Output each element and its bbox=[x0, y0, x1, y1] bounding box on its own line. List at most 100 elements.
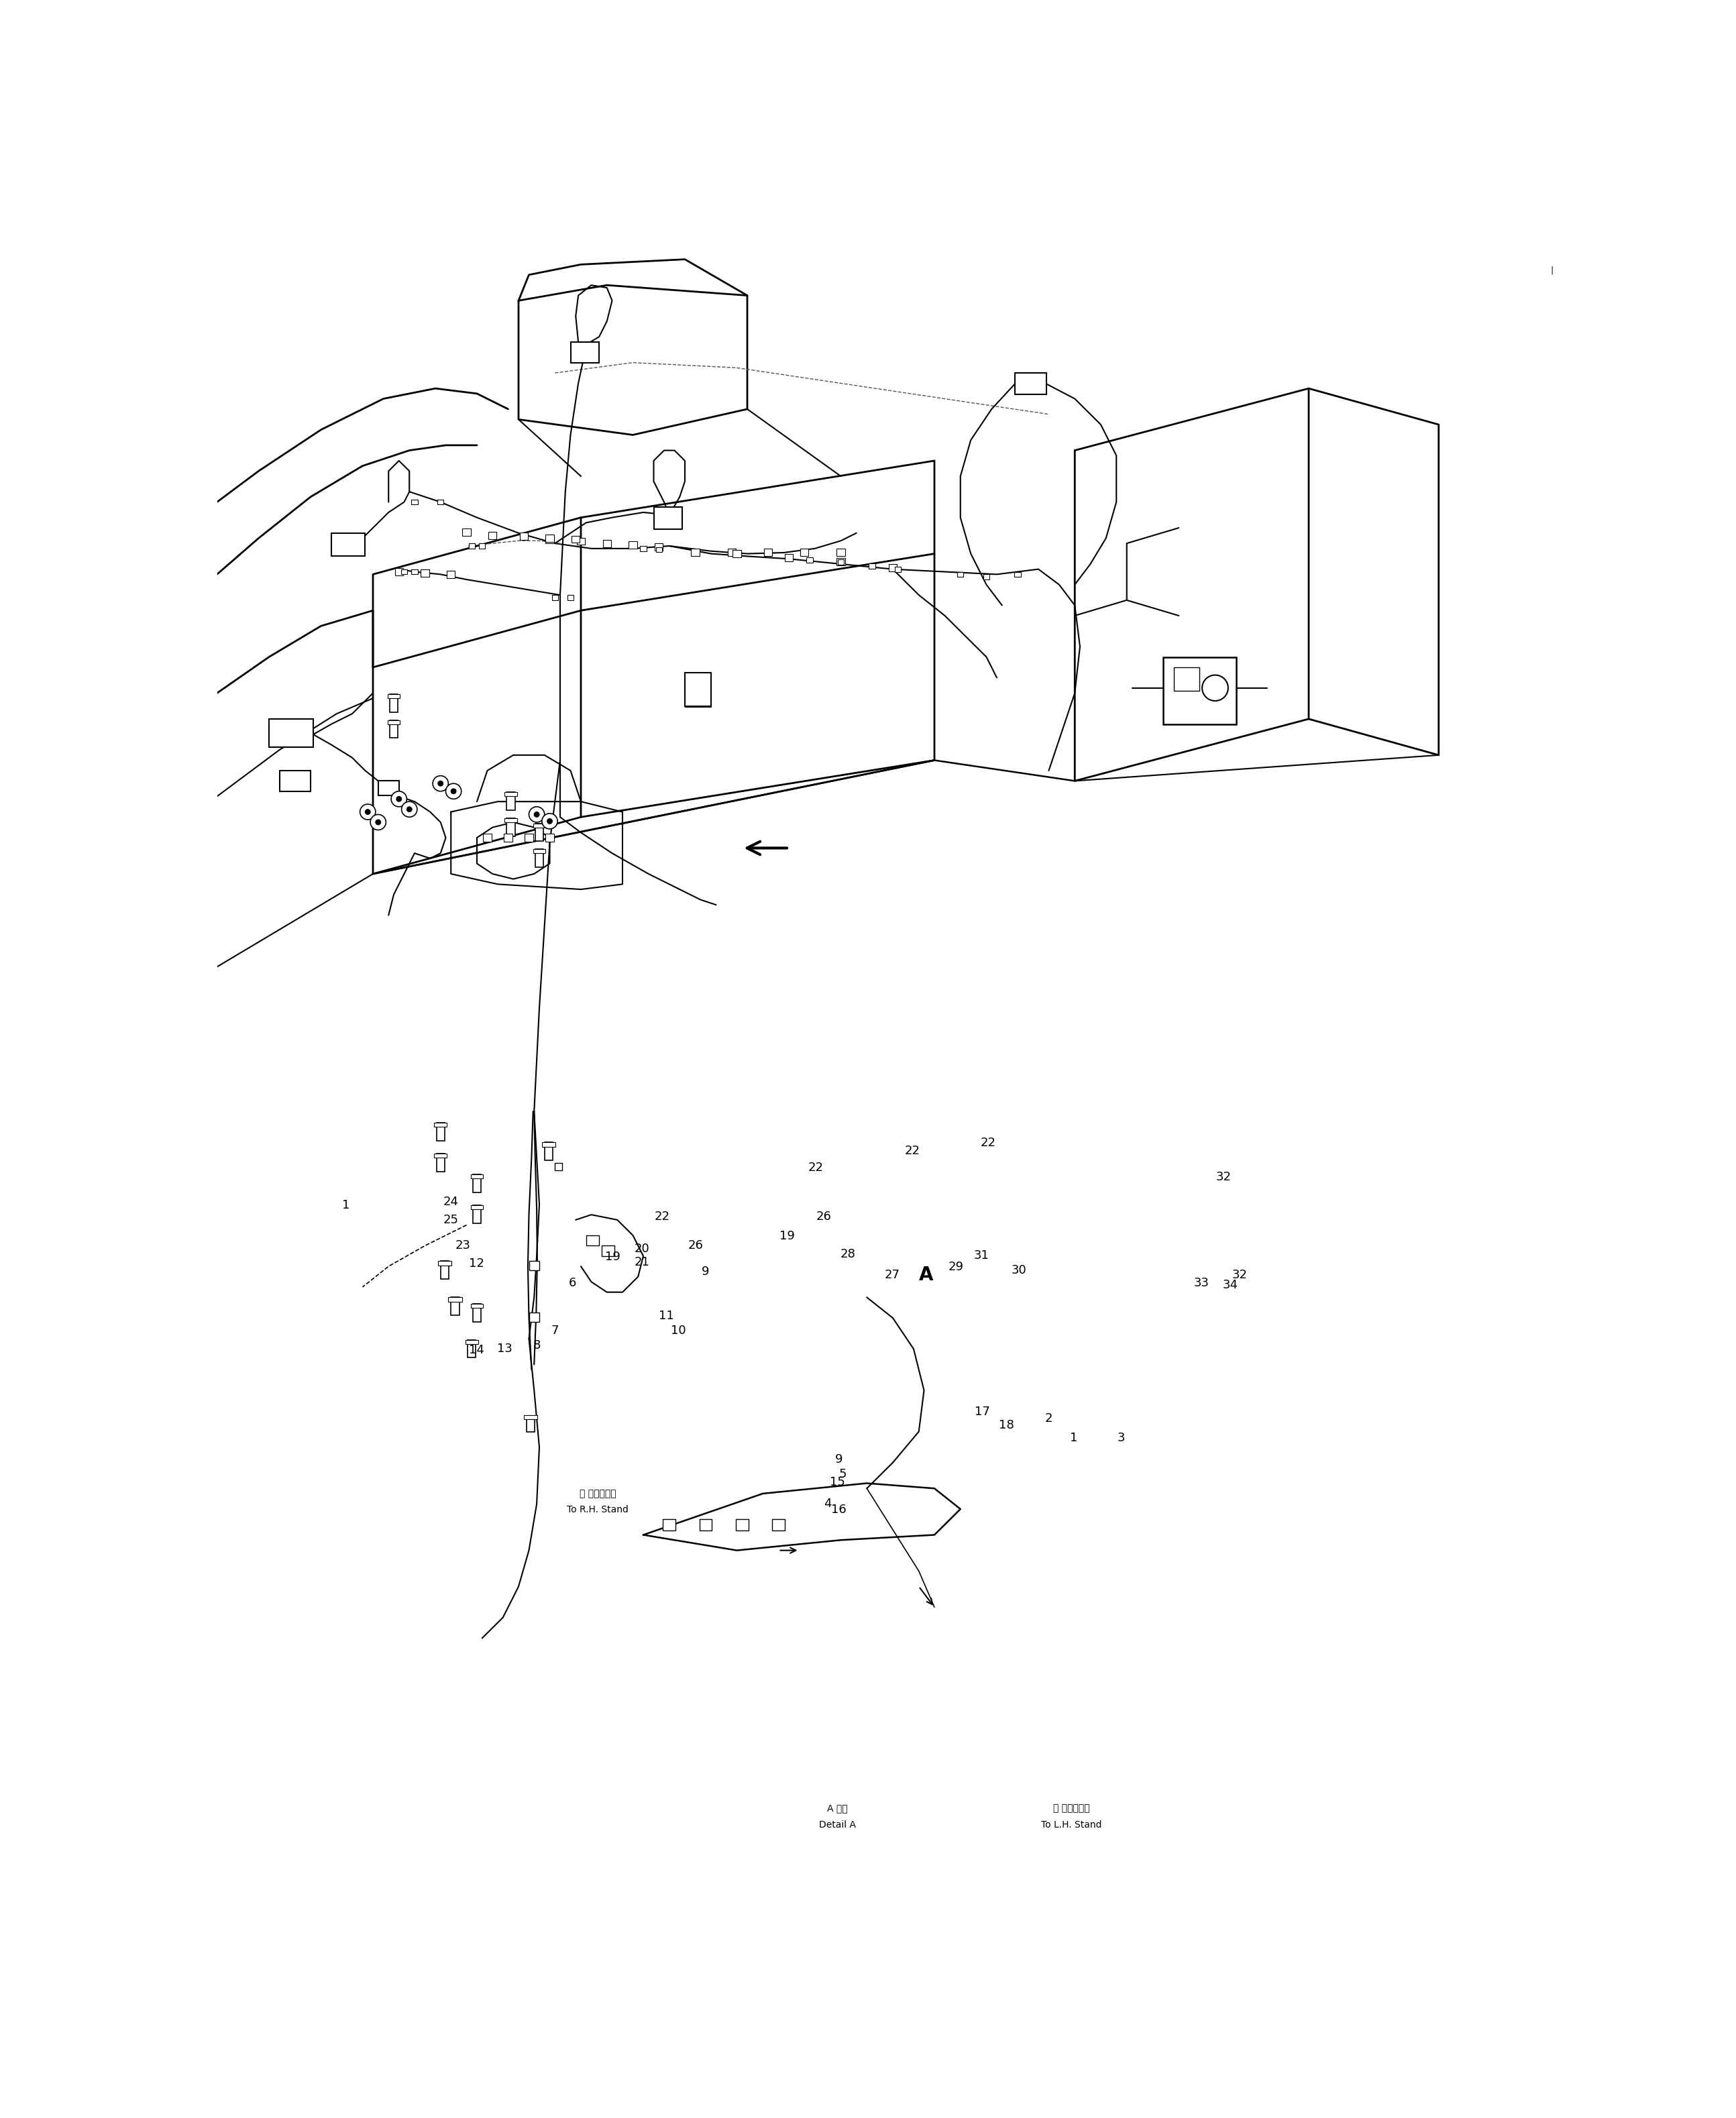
Text: 16: 16 bbox=[832, 1504, 845, 1516]
Text: To R.H. Stand: To R.H. Stand bbox=[568, 1506, 628, 1514]
Text: 22: 22 bbox=[904, 1146, 920, 1156]
Bar bbox=[807, 557, 812, 563]
Bar bbox=[529, 1260, 540, 1271]
Text: Detail A: Detail A bbox=[819, 1819, 856, 1830]
Bar bbox=[507, 792, 516, 811]
Bar bbox=[462, 527, 470, 536]
Bar bbox=[535, 824, 543, 841]
Text: 12: 12 bbox=[469, 1258, 484, 1269]
Bar bbox=[571, 341, 599, 362]
Text: 28: 28 bbox=[840, 1248, 856, 1260]
Bar bbox=[800, 549, 809, 555]
Bar bbox=[764, 549, 773, 555]
Text: 4: 4 bbox=[825, 1497, 832, 1510]
Bar bbox=[957, 572, 963, 576]
Bar bbox=[736, 1519, 748, 1531]
Ellipse shape bbox=[437, 782, 443, 786]
Bar bbox=[628, 542, 637, 549]
Bar bbox=[434, 1123, 446, 1127]
Bar bbox=[656, 546, 661, 553]
Bar bbox=[465, 1341, 477, 1343]
Bar bbox=[503, 834, 512, 841]
Ellipse shape bbox=[1201, 676, 1227, 701]
Bar bbox=[545, 534, 554, 542]
Bar bbox=[545, 536, 554, 544]
Bar bbox=[434, 1154, 446, 1159]
Bar bbox=[545, 1142, 552, 1161]
Text: 33: 33 bbox=[1194, 1277, 1210, 1290]
Bar bbox=[983, 574, 990, 580]
Text: 32: 32 bbox=[1233, 1269, 1246, 1281]
Text: 15: 15 bbox=[830, 1476, 845, 1489]
Ellipse shape bbox=[547, 820, 552, 824]
Text: 19: 19 bbox=[779, 1231, 795, 1241]
Ellipse shape bbox=[446, 784, 462, 798]
Bar bbox=[533, 849, 545, 854]
Bar bbox=[467, 1341, 476, 1358]
Text: 32: 32 bbox=[1215, 1171, 1231, 1184]
Bar bbox=[556, 1163, 562, 1171]
Ellipse shape bbox=[529, 807, 545, 822]
Bar bbox=[507, 818, 516, 837]
Bar bbox=[269, 718, 312, 748]
Text: 1: 1 bbox=[342, 1199, 351, 1211]
Text: 31: 31 bbox=[974, 1250, 990, 1262]
Ellipse shape bbox=[401, 801, 417, 818]
Bar bbox=[279, 771, 311, 792]
Bar bbox=[545, 834, 554, 841]
Bar bbox=[469, 544, 476, 549]
Bar bbox=[387, 720, 399, 724]
Bar bbox=[389, 720, 398, 737]
Ellipse shape bbox=[391, 792, 406, 807]
Bar bbox=[436, 1154, 444, 1171]
Bar bbox=[691, 549, 700, 555]
Bar bbox=[700, 1519, 712, 1531]
Bar bbox=[773, 1519, 785, 1531]
Bar bbox=[870, 563, 875, 568]
Bar bbox=[437, 500, 444, 504]
Bar bbox=[441, 1260, 450, 1279]
Bar bbox=[472, 1303, 481, 1322]
Text: 17: 17 bbox=[976, 1406, 990, 1419]
Bar bbox=[727, 549, 736, 555]
Bar bbox=[436, 1123, 444, 1142]
Ellipse shape bbox=[359, 805, 375, 820]
Bar bbox=[332, 534, 365, 557]
Ellipse shape bbox=[375, 820, 380, 824]
Bar bbox=[446, 570, 455, 578]
Bar bbox=[587, 1235, 599, 1245]
Text: 22: 22 bbox=[807, 1161, 823, 1173]
Text: 10: 10 bbox=[670, 1324, 686, 1336]
Text: 9: 9 bbox=[835, 1453, 842, 1466]
Bar bbox=[529, 1313, 540, 1322]
Text: 14: 14 bbox=[469, 1345, 484, 1356]
Text: 29: 29 bbox=[948, 1260, 963, 1273]
Ellipse shape bbox=[432, 775, 448, 792]
Ellipse shape bbox=[542, 813, 557, 828]
Bar bbox=[1016, 373, 1047, 394]
Bar bbox=[389, 695, 398, 712]
Text: 3: 3 bbox=[1118, 1432, 1125, 1444]
Bar bbox=[411, 500, 418, 504]
Text: 6: 6 bbox=[568, 1277, 576, 1290]
Bar bbox=[470, 1303, 483, 1307]
Bar bbox=[837, 549, 845, 555]
Text: 21: 21 bbox=[634, 1256, 649, 1269]
Text: 7: 7 bbox=[550, 1324, 559, 1336]
Bar bbox=[488, 532, 496, 540]
Bar bbox=[785, 555, 793, 561]
Bar bbox=[1163, 657, 1236, 724]
Ellipse shape bbox=[396, 796, 401, 801]
Ellipse shape bbox=[370, 815, 385, 830]
Bar bbox=[733, 551, 741, 557]
Bar bbox=[420, 570, 429, 576]
Text: |: | bbox=[1550, 267, 1554, 275]
Text: 5: 5 bbox=[838, 1468, 847, 1480]
Bar bbox=[654, 544, 663, 551]
Bar bbox=[838, 559, 844, 566]
Bar bbox=[663, 1519, 675, 1531]
Bar bbox=[387, 695, 399, 699]
Ellipse shape bbox=[535, 811, 540, 818]
Text: 18: 18 bbox=[1000, 1419, 1014, 1432]
Bar bbox=[535, 849, 543, 866]
